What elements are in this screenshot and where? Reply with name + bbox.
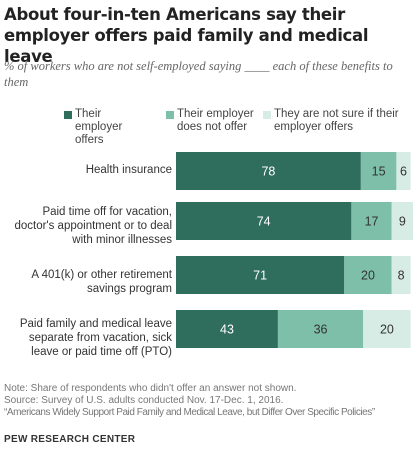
footer-notes: Note: Share of respondents who didn't of… [4, 383, 420, 419]
category-label-401k: A 401(k) or other retirement savings pro… [31, 269, 172, 295]
bar-offers-3 [176, 256, 345, 294]
bar-not-offer-4 [277, 310, 364, 348]
legend-swatch-not-sure [263, 111, 271, 119]
data-label-offers-1: 78 [261, 165, 275, 179]
category-label-family-leave: Paid family and medical leave separate f… [19, 318, 172, 358]
legend-swatch-not-offer [166, 111, 174, 119]
data-label-offers-3: 71 [253, 269, 267, 283]
data-label-not-sure-1: 6 [400, 165, 407, 179]
data-label-not-sure-3: 8 [398, 269, 405, 283]
footer-report: “Americans Widely Support Paid Family an… [4, 407, 375, 418]
category-label-health-insurance: Health insurance [85, 164, 172, 176]
bar-not-offer-2 [351, 202, 392, 240]
bar-offers-1 [176, 152, 361, 190]
data-label-offers-2: 74 [257, 215, 271, 229]
legend-label-offers: Their employer offers [75, 108, 123, 146]
data-label-not-offer-4: 36 [314, 323, 328, 337]
chart-title: About four-in-ten Americans say their em… [4, 5, 369, 66]
bar-not-offer-3 [344, 256, 392, 294]
data-label-not-sure-2: 9 [399, 215, 406, 229]
data-label-not-offer-1: 15 [372, 165, 386, 179]
legend-swatch-offers [64, 111, 72, 119]
data-label-not-offer-2: 17 [365, 215, 379, 229]
legend-label-not-offer: Their employer does not offer [177, 108, 254, 133]
footer-source: Source: Survey of U.S. adults conducted … [4, 395, 284, 406]
data-label-not-offer-3: 20 [361, 269, 375, 283]
legend-label-not-sure: They are not sure if their employer offe… [274, 108, 399, 133]
bar-offers-4 [176, 310, 278, 348]
bar-offers-2 [176, 202, 352, 240]
bar-not-sure-4 [363, 310, 411, 348]
footer-note: Note: Share of respondents who didn't of… [4, 383, 297, 394]
pew-logo-text: PEW RESEARCH CENTER [4, 434, 136, 445]
data-label-not-sure-4: 20 [380, 323, 394, 337]
data-label-offers-4: 43 [220, 323, 234, 337]
category-label-paid-time-off: Paid time off for vacation, doctor's app… [14, 206, 172, 246]
bar-not-offer-1 [360, 152, 397, 190]
bar-not-sure-1 [396, 152, 411, 190]
bar-not-sure-2 [391, 202, 413, 240]
bar-not-sure-3 [391, 256, 411, 294]
chart-subtitle: % of workers who are not self-employed s… [4, 59, 393, 89]
